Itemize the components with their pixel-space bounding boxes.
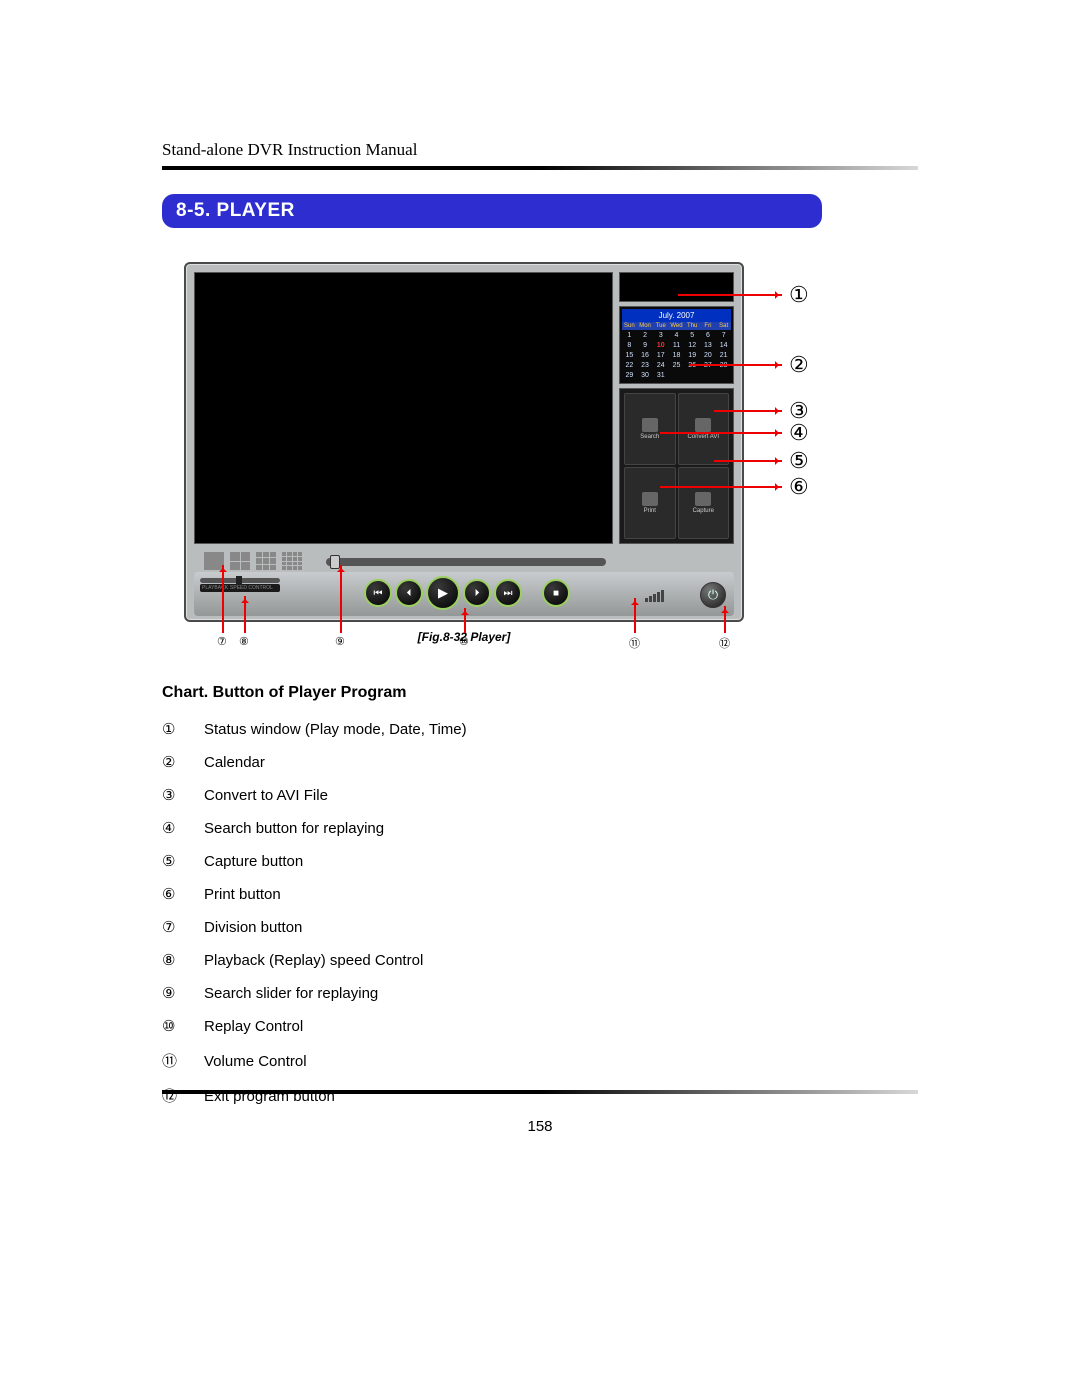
calendar-grid[interactable]: 1234567891011121314151617181920212223242… (622, 330, 731, 381)
section-heading: 8-5. PLAYER (162, 194, 822, 228)
search-icon (642, 418, 658, 432)
chart-item: ④ Search button for replaying (162, 819, 918, 838)
callout-11: ⑪ (629, 635, 640, 651)
convert-icon (695, 418, 711, 432)
chart-item-desc: Volume Control (204, 1053, 307, 1070)
callout-9: ⑨ (335, 635, 345, 648)
step-back-icon[interactable]: ⏴ (395, 579, 423, 607)
callout-4: ④ (789, 420, 809, 446)
chart-item: ⑥ Print button (162, 885, 918, 904)
callout-arrow-4 (660, 432, 782, 434)
search-slider[interactable] (326, 558, 606, 566)
callout-1: ① (789, 282, 809, 308)
chart-item: ③ Convert to AVI File (162, 786, 918, 805)
convert-avi-button[interactable]: Convert AVI (678, 393, 730, 465)
play-icon[interactable]: ▶ (426, 576, 460, 610)
callout-8: ⑧ (239, 635, 249, 648)
chart-item-number: ⑪ (162, 1050, 182, 1071)
chart-item-desc: Search slider for replaying (204, 985, 378, 1002)
step-forward-icon[interactable]: ⏵ (463, 579, 491, 607)
capture-button[interactable]: Capture (678, 467, 730, 539)
chart-item: ⑦ Division button (162, 918, 918, 937)
callout-arrow-1 (678, 294, 782, 296)
callout-arrow-7 (222, 565, 224, 633)
stop-icon[interactable]: ■ (542, 579, 570, 607)
chart-item-desc: Division button (204, 919, 302, 936)
calendar-day-headers: Sun Mon Tue Wed Thu Fri Sat (622, 322, 731, 330)
power-icon: ⏻ (708, 587, 718, 603)
callout-arrow-3 (714, 410, 782, 412)
callout-arrow-5 (714, 460, 782, 462)
chart-item-number: ③ (162, 786, 182, 805)
page-number: 158 (0, 1118, 1080, 1135)
callout-arrow-2 (689, 364, 782, 366)
chart-item-desc: Print button (204, 886, 281, 903)
chart-item-desc: Capture button (204, 853, 303, 870)
chart-item: ⑩ Replay Control (162, 1017, 918, 1036)
chart-item-number: ⑨ (162, 984, 182, 1003)
manual-title: Stand-alone DVR Instruction Manual (162, 140, 918, 160)
chart-item: ① Status window (Play mode, Date, Time) (162, 720, 918, 739)
forward-fast-icon[interactable]: ⏭ (494, 579, 522, 607)
division-4[interactable] (230, 552, 250, 570)
rewind-fast-icon[interactable]: ⏮ (364, 579, 392, 607)
chart-item-number: ⑩ (162, 1017, 182, 1036)
chart-item-number: ⑫ (162, 1085, 182, 1106)
callout-arrow-6 (660, 486, 782, 488)
volume-control[interactable] (645, 590, 664, 602)
chart-item-desc: Replay Control (204, 1018, 303, 1035)
chart-item-number: ② (162, 753, 182, 772)
callout-2: ② (789, 352, 809, 378)
chart-item: ⑧ Playback (Replay) speed Control (162, 951, 918, 970)
calendar[interactable]: July. 2007 Sun Mon Tue Wed Thu Fri Sat 1… (619, 306, 734, 384)
chart-item-number: ④ (162, 819, 182, 838)
callout-7: ⑦ (217, 635, 227, 648)
chart-item-desc: Convert to AVI File (204, 787, 328, 804)
video-area (194, 272, 613, 544)
callout-arrow-8 (244, 596, 246, 633)
calendar-month: July. 2007 (622, 309, 731, 322)
chart-title: Chart. Button of Player Program (162, 684, 918, 702)
print-icon (642, 492, 658, 506)
capture-icon (695, 492, 711, 506)
speed-control[interactable]: PLAYBACKSPEED CONTROL (200, 578, 280, 592)
chart-item-number: ⑦ (162, 918, 182, 937)
callout-12: ⑫ (719, 635, 730, 651)
player-window: July. 2007 Sun Mon Tue Wed Thu Fri Sat 1… (184, 262, 744, 622)
chart-item: ⑨ Search slider for replaying (162, 984, 918, 1003)
chart-item-number: ⑧ (162, 951, 182, 970)
chart-item-desc: Calendar (204, 754, 265, 771)
chart-item: ② Calendar (162, 753, 918, 772)
status-window (619, 272, 734, 302)
callout-10: ⑩ (459, 635, 469, 648)
replay-control[interactable]: ⏮ ⏴ ▶ ⏵ ⏭ ■ (364, 576, 570, 610)
division-16[interactable] (282, 552, 302, 570)
chart-item-number: ⑤ (162, 852, 182, 871)
chart-item: ⑪ Volume Control (162, 1050, 918, 1071)
chart-list: ① Status window (Play mode, Date, Time) ② C… (162, 720, 918, 1106)
chart-item-number: ① (162, 720, 182, 739)
callout-5: ⑤ (789, 448, 809, 474)
callout-arrow-9 (340, 565, 342, 633)
chart-item-desc: Search button for replaying (204, 820, 384, 837)
side-panel: July. 2007 Sun Mon Tue Wed Thu Fri Sat 1… (619, 272, 734, 544)
chart-item-desc: Status window (Play mode, Date, Time) (204, 721, 467, 738)
chart-item-desc: Playback (Replay) speed Control (204, 952, 423, 969)
callout-arrow-12 (724, 606, 726, 633)
print-button[interactable]: Print (624, 467, 676, 539)
chart-item: ⑤ Capture button (162, 852, 918, 871)
division-9[interactable] (256, 552, 276, 570)
search-button[interactable]: Search (624, 393, 676, 465)
callout-6: ⑥ (789, 474, 809, 500)
callout-arrow-11 (634, 598, 636, 633)
chart-item: ⑫Exit program button (162, 1085, 918, 1106)
footer-rule (162, 1090, 918, 1094)
callout-arrow-10 (464, 608, 466, 633)
figure-wrap: July. 2007 Sun Mon Tue Wed Thu Fri Sat 1… (184, 262, 824, 622)
header-rule (162, 166, 918, 170)
chart-item-number: ⑥ (162, 885, 182, 904)
